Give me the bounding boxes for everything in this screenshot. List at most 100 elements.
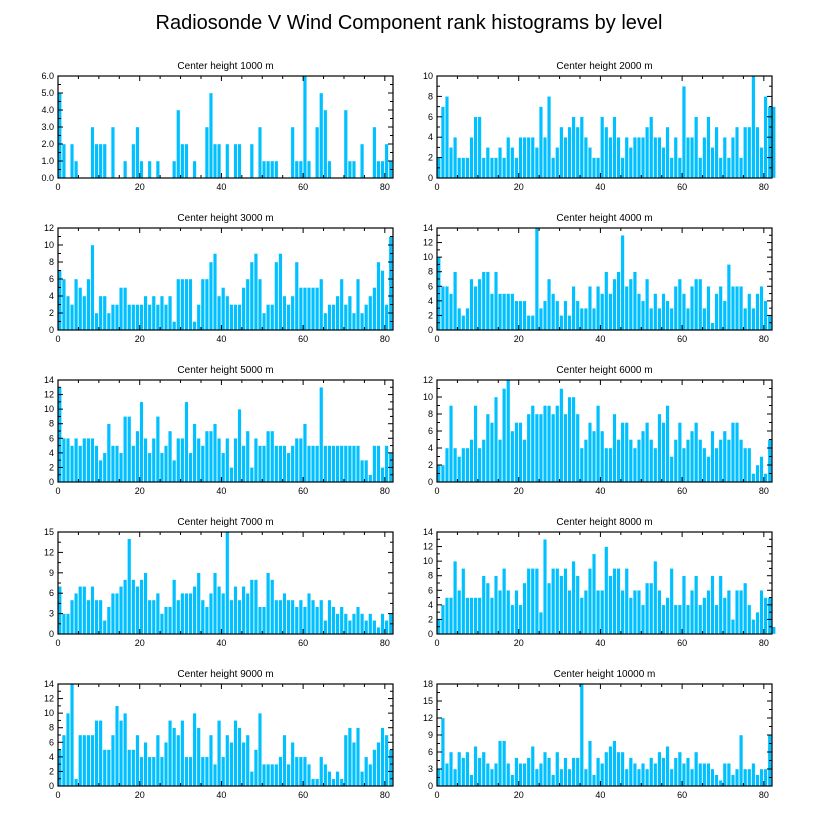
x-tick-label: 60	[298, 790, 308, 800]
bar	[649, 116, 654, 179]
bar	[665, 597, 670, 635]
bar	[257, 126, 262, 179]
bar	[237, 304, 242, 331]
bar	[351, 312, 356, 331]
y-tick-label: 0	[428, 629, 433, 639]
bar	[579, 447, 584, 483]
bar	[90, 244, 95, 331]
bar	[559, 315, 564, 331]
bar	[139, 579, 144, 635]
x-tick-label: 60	[298, 182, 308, 192]
bar	[567, 768, 572, 787]
bar	[551, 413, 556, 483]
bar	[208, 593, 213, 635]
bar	[98, 143, 103, 179]
bar	[645, 126, 650, 179]
bar	[376, 160, 381, 179]
bar	[559, 126, 564, 179]
bar	[208, 92, 213, 179]
bar	[763, 597, 768, 635]
bar	[188, 452, 193, 483]
bar	[489, 157, 494, 179]
bar	[253, 749, 258, 787]
bar	[681, 575, 686, 635]
bar	[575, 413, 580, 483]
bar	[514, 590, 519, 635]
y-tick-label: 10	[423, 392, 433, 402]
bar	[237, 143, 242, 179]
y-tick-label: 4.0	[41, 105, 54, 115]
bar	[184, 756, 189, 787]
bar	[159, 756, 164, 787]
y-tick-label: 6.0	[41, 71, 54, 81]
bar	[444, 597, 449, 635]
bar	[131, 304, 136, 331]
bar	[315, 606, 320, 635]
bar	[714, 604, 719, 635]
bar	[661, 604, 666, 635]
x-tick-label: 20	[135, 334, 145, 344]
bar	[596, 286, 601, 331]
bar	[315, 778, 320, 787]
bar	[457, 157, 462, 179]
bar	[665, 126, 670, 179]
bar	[653, 560, 658, 635]
bar	[465, 447, 470, 483]
y-tick-label: 14	[44, 375, 54, 385]
bar	[262, 445, 267, 483]
bar	[213, 763, 218, 787]
bar	[241, 742, 246, 787]
bar	[351, 613, 356, 635]
bar	[551, 774, 556, 787]
bar	[151, 295, 156, 331]
bar	[110, 734, 115, 787]
panel-title: Center height 4000 m	[556, 213, 652, 224]
bar	[592, 774, 597, 787]
bar	[444, 286, 449, 331]
bar	[747, 604, 752, 635]
bar	[657, 413, 662, 483]
bar	[702, 307, 707, 331]
bar	[204, 756, 209, 787]
bar	[645, 768, 650, 787]
bar	[473, 746, 478, 787]
bar	[649, 582, 654, 635]
bar	[196, 572, 201, 635]
bar	[290, 126, 295, 179]
bar	[323, 445, 328, 483]
bar	[600, 293, 605, 331]
bar	[665, 300, 670, 331]
histogram-panel-9: Center height 9000 m 0 20 40 60 80 0 2 4 6 8 10 12 14	[44, 669, 394, 800]
bar	[343, 445, 348, 483]
bar	[677, 604, 682, 635]
y-tick-label: 18	[423, 679, 433, 689]
bar	[587, 422, 592, 483]
bar	[510, 604, 515, 635]
bar	[587, 286, 592, 331]
bar	[747, 447, 752, 483]
bar	[706, 456, 711, 483]
bar	[237, 727, 242, 787]
bar	[718, 575, 723, 635]
histogram-panel-4: Center height 4000 m 0 20 40 60 80 0 2 4 6 8 10 12 14	[423, 213, 773, 344]
bar	[270, 579, 275, 635]
bar	[755, 611, 760, 635]
y-tick-label: 0	[49, 629, 54, 639]
bar	[114, 593, 119, 635]
y-tick-label: 12	[44, 547, 54, 557]
bar	[347, 620, 352, 635]
bar	[449, 293, 454, 331]
bar	[649, 439, 654, 483]
bar	[110, 126, 115, 179]
bar	[102, 620, 107, 635]
bar	[135, 734, 140, 787]
bar	[555, 751, 560, 787]
bar	[213, 253, 218, 331]
panel-title: Center height 9000 m	[177, 669, 273, 680]
bar	[461, 447, 466, 483]
bar	[274, 160, 279, 179]
bar	[444, 447, 449, 483]
histogram-panel-5: Center height 5000 m 0 20 40 60 80 0 2 4 6 8 10 12 14	[44, 365, 394, 496]
bar	[368, 474, 373, 483]
